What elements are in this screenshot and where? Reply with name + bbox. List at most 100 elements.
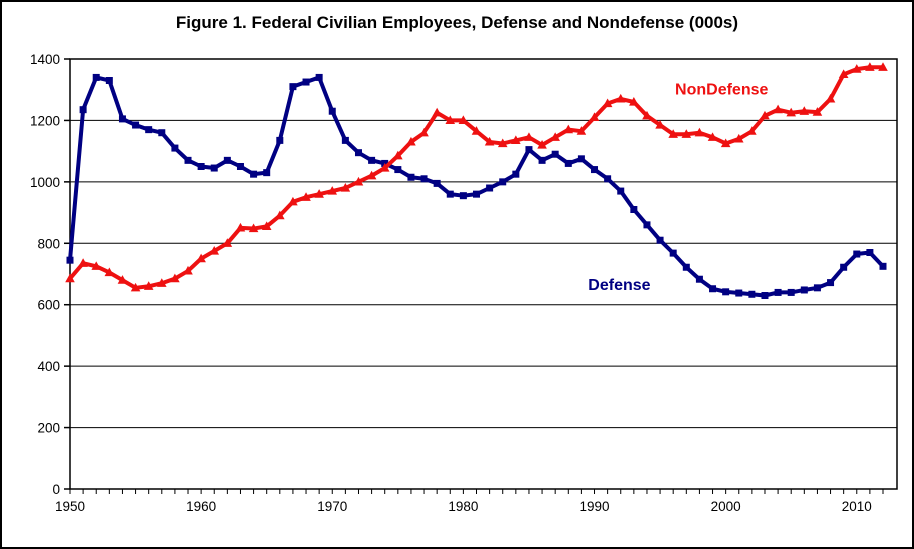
- defense-marker-1988: [564, 159, 572, 167]
- nondefense-marker-2011: [865, 62, 875, 71]
- nondefense-marker-2004: [773, 104, 783, 114]
- defense-marker-2008: [827, 279, 835, 287]
- nondefense-marker-1979: [445, 115, 456, 125]
- defense-marker-1951: [79, 106, 87, 114]
- defense-marker-1999: [709, 285, 717, 293]
- nondefense-marker-1974: [379, 163, 390, 172]
- defense-marker-1977: [420, 175, 428, 183]
- defense-marker-2003: [761, 292, 769, 299]
- defense-marker-1953: [105, 77, 113, 84]
- nondefense-marker-2009: [838, 69, 849, 78]
- nondefense-marker-1993: [629, 97, 639, 106]
- nondefense-marker-1988: [563, 124, 574, 134]
- nondefense-marker-1957: [156, 278, 167, 287]
- nondefense-marker-1997: [681, 129, 692, 138]
- nondefense-marker-1955: [130, 282, 141, 292]
- nondefense-marker-1956: [143, 281, 154, 290]
- nondefense-marker-1998: [694, 127, 705, 137]
- defense-marker-1997: [682, 263, 690, 271]
- x-tick-label-1980: 1980: [448, 499, 478, 514]
- defense-marker-1987: [551, 150, 559, 158]
- defense-marker-1985: [525, 146, 533, 154]
- nondefense-marker-2008: [825, 93, 836, 103]
- defense-marker-1983: [499, 178, 507, 186]
- x-tick-label-2000: 2000: [711, 499, 741, 514]
- nondefense-marker-1960: [196, 253, 206, 263]
- defense-marker-1959: [184, 156, 192, 164]
- defense-marker-1975: [394, 166, 402, 174]
- nondefense-marker-1950: [65, 273, 75, 283]
- nondefense-marker-1959: [183, 265, 193, 275]
- defense-marker-1984: [512, 170, 520, 178]
- nondefense-marker-2001: [733, 133, 744, 143]
- nondefense-marker-1999: [707, 132, 718, 141]
- defense-marker-1957: [158, 129, 166, 137]
- nondefense-marker-2003: [760, 110, 770, 120]
- nondefense-marker-1972: [353, 176, 364, 186]
- defense-marker-1964: [250, 170, 258, 178]
- nondefense-marker-1953: [104, 267, 115, 277]
- defense-marker-1968: [302, 78, 310, 86]
- nondefense-marker-2006: [799, 106, 810, 115]
- defense-marker-1993: [630, 206, 638, 213]
- defense-marker-1991: [604, 175, 612, 183]
- defense-marker-2012: [879, 262, 887, 270]
- defense-marker-1965: [263, 169, 271, 177]
- defense-marker-2009: [840, 263, 848, 271]
- nondefense-marker-1963: [235, 222, 246, 232]
- nondefense-marker-1958: [170, 273, 180, 283]
- nondefense-marker-1996: [668, 129, 678, 138]
- defense-marker-1981: [473, 190, 480, 198]
- defense-marker-1976: [407, 173, 415, 181]
- nondefense-marker-1992: [615, 93, 626, 103]
- defense-marker-1963: [236, 163, 244, 170]
- nondefense-marker-2002: [747, 126, 757, 135]
- nondefense-marker-1980: [458, 115, 469, 125]
- plot-border: [69, 58, 898, 490]
- defense-marker-1961: [210, 164, 218, 172]
- nondefense-marker-1965: [261, 221, 272, 230]
- y-tick-label-200: 200: [37, 421, 60, 436]
- nondefense-marker-1982: [484, 136, 495, 146]
- series-label-nondefense: NonDefense: [675, 82, 768, 99]
- defense-marker-1992: [617, 187, 625, 195]
- defense-marker-1950: [66, 256, 74, 264]
- defense-marker-1989: [577, 155, 585, 163]
- defense-marker-2001: [735, 289, 743, 297]
- defense-marker-1979: [446, 190, 454, 198]
- nondefense-marker-1991: [602, 98, 613, 108]
- y-tick-label-600: 600: [37, 298, 60, 313]
- nondefense-marker-2005: [786, 107, 797, 117]
- nondefense-marker-1969: [314, 189, 324, 198]
- defense-marker-2007: [813, 284, 821, 292]
- defense-marker-1982: [486, 184, 494, 192]
- defense-marker-1954: [118, 115, 126, 123]
- x-tick-label-2010: 2010: [842, 499, 872, 514]
- nondefense-marker-2000: [720, 138, 731, 148]
- defense-marker-1990: [591, 166, 599, 174]
- nondefense-marker-1961: [209, 245, 220, 255]
- nondefense-marker-1986: [537, 140, 547, 149]
- defense-marker-1978: [433, 179, 441, 187]
- defense-marker-1980: [459, 192, 467, 200]
- nondefense-marker-1984: [511, 135, 521, 144]
- nondefense-marker-2012: [878, 62, 888, 71]
- y-tick-label-0: 0: [52, 482, 60, 497]
- x-tick-label-1960: 1960: [186, 499, 216, 514]
- defense-marker-1955: [132, 121, 140, 129]
- x-tick-label-1990: 1990: [579, 499, 609, 514]
- defense-marker-2011: [866, 249, 874, 256]
- defense-marker-1995: [656, 236, 664, 244]
- defense-marker-1956: [145, 126, 153, 134]
- nondefense-marker-1983: [497, 138, 508, 148]
- nondefense-marker-1995: [655, 120, 665, 129]
- defense-marker-1962: [223, 156, 231, 164]
- y-tick-label-800: 800: [37, 236, 60, 251]
- defense-marker-1998: [695, 275, 703, 283]
- nondefense-marker-1976: [406, 136, 416, 146]
- y-tick-label-1000: 1000: [30, 175, 60, 190]
- defense-marker-1971: [341, 136, 349, 144]
- defense-marker-1952: [92, 73, 100, 81]
- nondefense-marker-1968: [301, 192, 311, 201]
